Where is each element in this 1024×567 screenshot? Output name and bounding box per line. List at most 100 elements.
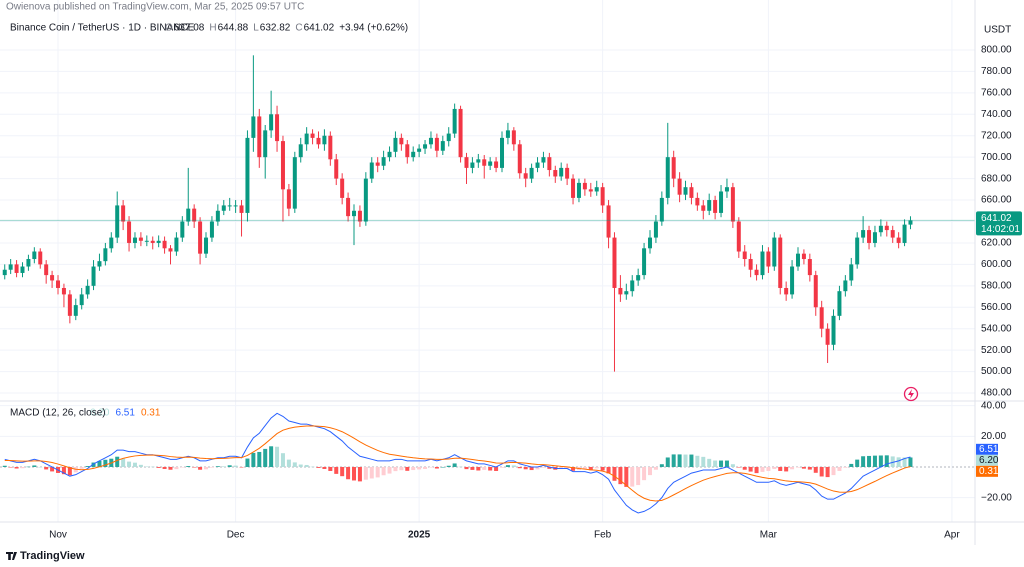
candle-body (807, 259, 812, 276)
histogram-bar (221, 466, 226, 467)
histogram-bar (760, 466, 765, 472)
candle-body (115, 205, 120, 238)
histogram-bar (778, 466, 783, 471)
histogram-bar (476, 466, 481, 471)
candle-body (843, 280, 848, 292)
candle-body (109, 237, 114, 249)
candle-body (346, 197, 351, 217)
candle-body (245, 137, 250, 213)
candle-body (535, 162, 540, 168)
candle-body (724, 187, 729, 192)
histogram-bar (541, 466, 546, 468)
candle-body (908, 220, 913, 225)
candle-body (233, 205, 238, 207)
histogram-bar (795, 466, 800, 468)
histogram-bar (328, 466, 333, 471)
candle-body (464, 157, 469, 168)
histogram-bar (38, 466, 43, 468)
histogram-bar (458, 466, 463, 468)
currency: USDT (984, 25, 1011, 36)
marks (0, 55, 975, 514)
candle-body (316, 137, 321, 145)
histogram-bar (440, 466, 445, 468)
candle-body (180, 221, 185, 238)
candle-body (79, 294, 84, 306)
candle-body (884, 225, 889, 231)
histogram-bar (369, 466, 374, 479)
candle-body (878, 225, 883, 233)
candle-body (541, 157, 546, 163)
histogram-bar (411, 466, 416, 471)
candle-body (393, 137, 398, 152)
candle-body (369, 162, 374, 179)
candle-body (760, 251, 765, 276)
candle-body (334, 159, 339, 179)
histogram-bar (665, 457, 670, 467)
histogram-bar (417, 466, 422, 470)
axis-value-box (976, 465, 998, 477)
histogram-bar (8, 466, 13, 468)
histogram-bar (204, 466, 209, 470)
histogram-bar (227, 465, 232, 467)
candle-body (56, 280, 61, 288)
histogram-bar (890, 456, 895, 467)
ohlc-value: 637.08 (174, 23, 205, 34)
histogram-bar (91, 462, 96, 467)
change: +3.94 (+0.62%) (339, 23, 408, 34)
candle-body (849, 264, 854, 281)
candle-body (357, 210, 362, 222)
candle-body (582, 182, 587, 190)
ohlc-value: 641.02 (304, 23, 335, 34)
candle-body (328, 135, 333, 160)
y-tick-label: 520.00 (981, 345, 1012, 356)
histogram-bar (618, 466, 623, 485)
candle-body (594, 187, 599, 192)
candle-body (263, 130, 268, 158)
candle-body (612, 237, 617, 288)
histogram-bar (192, 466, 197, 468)
ohlc-key: O (165, 23, 173, 34)
histogram-bar (121, 458, 126, 467)
candle-body (659, 197, 664, 222)
ohlc-key: C (295, 23, 302, 34)
histogram-bar (807, 466, 812, 470)
candle-body (559, 167, 564, 177)
candle-body (458, 108, 463, 158)
histogram-bar (44, 466, 49, 470)
histogram-bar (334, 466, 339, 474)
histogram-bar (79, 466, 84, 469)
candle-body (363, 178, 368, 222)
candle-body (340, 178, 345, 198)
candle-body (689, 187, 694, 198)
macd-line (4, 425, 911, 502)
candle-body (730, 187, 735, 222)
candle-body (766, 251, 771, 267)
candle-body (571, 178, 576, 198)
x-tick-label: Nov (49, 530, 67, 541)
histogram-bar (138, 464, 143, 467)
byline: Owienova published on TradingView.com, M… (6, 2, 304, 13)
candle-body (902, 224, 907, 243)
histogram-bar (2, 465, 7, 467)
candle-body (292, 157, 297, 209)
candle-body (121, 205, 126, 222)
candle-body (505, 130, 510, 138)
candle-body (588, 189, 593, 192)
y-tick-label: 660.00 (981, 195, 1012, 206)
histogram-bar (872, 455, 877, 467)
candle-body (683, 187, 688, 195)
candle-body (97, 261, 102, 267)
histogram-bar (32, 465, 37, 467)
candle-body (144, 240, 149, 242)
y-tick-label: 480.00 (981, 388, 1012, 399)
candle-body (280, 141, 285, 190)
candle-body (399, 137, 404, 145)
histogram-bar (831, 466, 836, 476)
axis-value: 6.20 (979, 455, 999, 466)
candle-body (91, 266, 96, 286)
candle-body (440, 141, 445, 151)
histogram-bar (594, 466, 599, 469)
histogram-bar (648, 466, 652, 476)
axis-value: 0.31 (979, 466, 999, 477)
histogram-bar (772, 466, 777, 469)
